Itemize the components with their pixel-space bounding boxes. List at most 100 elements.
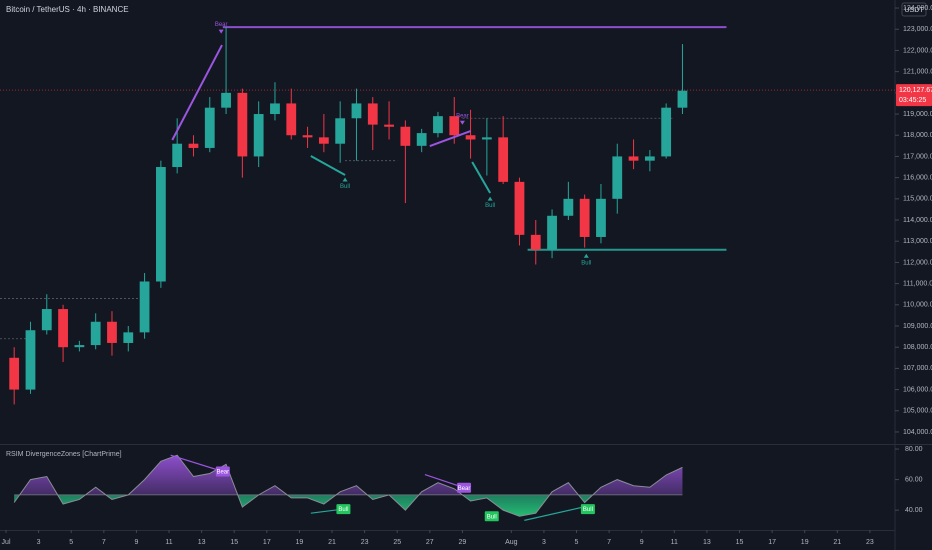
y-tick-label: 118,000.00: [903, 132, 932, 139]
candle-body: [628, 156, 639, 161]
candle-body: [498, 137, 509, 182]
x-tick-label: 9: [640, 539, 644, 546]
rsi-signal-box: [484, 511, 499, 522]
candle-body: [644, 156, 655, 161]
rsi-area-below: [14, 494, 683, 517]
candle-body: [612, 156, 623, 199]
candle-body: [465, 135, 476, 140]
x-tick-label: 23: [361, 539, 369, 546]
rsi-divergence-line: [524, 505, 589, 521]
signal-label: Bull: [485, 203, 495, 209]
x-tick-label: 21: [328, 539, 336, 546]
y-tick-label: 106,000.00: [903, 386, 932, 393]
rsi-divergence-line: [170, 454, 223, 473]
candle-body: [400, 126, 411, 146]
candle-body: [514, 181, 525, 235]
rsi-area-above: [19, 455, 683, 495]
divergence-line: [471, 161, 491, 194]
rsi-signal-box: [215, 466, 230, 477]
signal-marker: [342, 177, 348, 182]
rsi-line: [13, 454, 683, 517]
candle-body: [677, 90, 688, 108]
candle-body: [107, 321, 117, 343]
x-tick-label: 13: [703, 539, 711, 546]
signal-marker: [459, 120, 465, 125]
y-tick-label: 110,000.00: [903, 302, 932, 309]
x-tick-label: 17: [263, 539, 271, 546]
candle-body: [449, 116, 460, 136]
candle-body: [351, 103, 362, 119]
candle-body: [253, 114, 264, 157]
candle-body: [139, 281, 150, 333]
candle-body: [270, 103, 280, 115]
candle-body: [547, 215, 557, 250]
y-tick-label: 113,000.00: [903, 238, 932, 245]
signal-marker: [583, 253, 589, 258]
signal-label: Bear: [456, 113, 469, 119]
x-tick-label: 3: [37, 539, 41, 546]
y-tick-label: 112,000.00: [903, 259, 932, 266]
candle-body: [188, 143, 199, 148]
candle-body: [318, 137, 329, 144]
signal-label: Bull: [340, 184, 350, 190]
y-tick-label: 108,000.00: [903, 344, 932, 351]
candle-body: [384, 124, 394, 127]
x-tick-label: 15: [230, 539, 238, 546]
x-tick-label: 9: [134, 539, 138, 546]
rsi-signal-box: [457, 482, 472, 493]
candle-body: [530, 234, 541, 250]
rsi-y-tick-label: 80.00: [905, 446, 923, 453]
x-tick-label: 23: [866, 539, 874, 546]
y-tick-label: 104,000.00: [903, 429, 932, 436]
y-tick-label: 114,000.00: [903, 217, 932, 224]
signal-marker: [487, 196, 493, 201]
y-tick-label: 111,000.00: [903, 280, 932, 287]
current-price-box: [896, 84, 932, 107]
current-price-label: 120,127.67: [899, 87, 932, 94]
rsi-signal-box: [336, 504, 351, 515]
candle-body: [90, 321, 101, 346]
x-tick-label: 5: [69, 539, 73, 546]
y-tick-label: 109,000.00: [903, 323, 932, 330]
y-tick-label: 105,000.00: [903, 408, 932, 415]
candle-body: [367, 103, 378, 125]
y-tick-label: 123,000.00: [903, 26, 932, 33]
chart-title: Bitcoin / TetherUS · 4h · BINANCE: [6, 5, 129, 14]
x-tick-label: 27: [426, 539, 434, 546]
rsi-y-tick-label: 60.00: [905, 476, 923, 483]
y-tick-label: 116,000.00: [903, 174, 932, 181]
x-tick-label: 19: [801, 539, 809, 546]
signal-label: Bull: [581, 260, 591, 266]
countdown-label: 03:45:25: [899, 97, 926, 104]
x-tick-label: 21: [833, 539, 841, 546]
rsi-signal-label: Bear: [458, 486, 471, 492]
candle-body: [155, 167, 166, 282]
y-tick-label: 107,000.00: [903, 365, 932, 372]
candle-body: [74, 345, 85, 348]
candle-body: [433, 116, 443, 134]
y-tick-label: 115,000.00: [903, 196, 932, 203]
rsi-y-tick-label: 40.00: [905, 507, 923, 514]
currency-button[interactable]: [901, 2, 927, 17]
candle-body: [481, 137, 492, 140]
candle-body: [237, 92, 248, 157]
x-tick-label: 11: [165, 539, 172, 546]
candle-body: [41, 309, 52, 331]
y-tick-label: 119,000.00: [903, 111, 932, 118]
rsi-signal-label: Bull: [487, 514, 497, 520]
divergence-line: [171, 44, 223, 141]
candle-body: [286, 103, 297, 136]
x-tick-label: 13: [198, 539, 206, 546]
x-tick-label: 7: [607, 539, 611, 546]
x-tick-label: 5: [575, 539, 579, 546]
candle-body: [58, 309, 68, 348]
candle-body: [25, 330, 36, 390]
candle-body: [579, 198, 590, 237]
divergence-line: [429, 130, 471, 147]
candle-body: [204, 107, 215, 148]
x-tick-label: 15: [736, 539, 744, 546]
signal-label: Bear: [215, 22, 228, 28]
x-tick-label: 7: [102, 539, 106, 546]
